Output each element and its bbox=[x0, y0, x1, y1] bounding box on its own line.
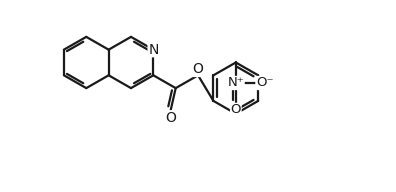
Text: O: O bbox=[165, 111, 176, 125]
Text: O: O bbox=[230, 103, 241, 116]
Text: O: O bbox=[192, 62, 204, 76]
Text: N⁺: N⁺ bbox=[227, 76, 244, 89]
Text: O⁻: O⁻ bbox=[256, 76, 274, 89]
Text: N: N bbox=[148, 43, 158, 57]
